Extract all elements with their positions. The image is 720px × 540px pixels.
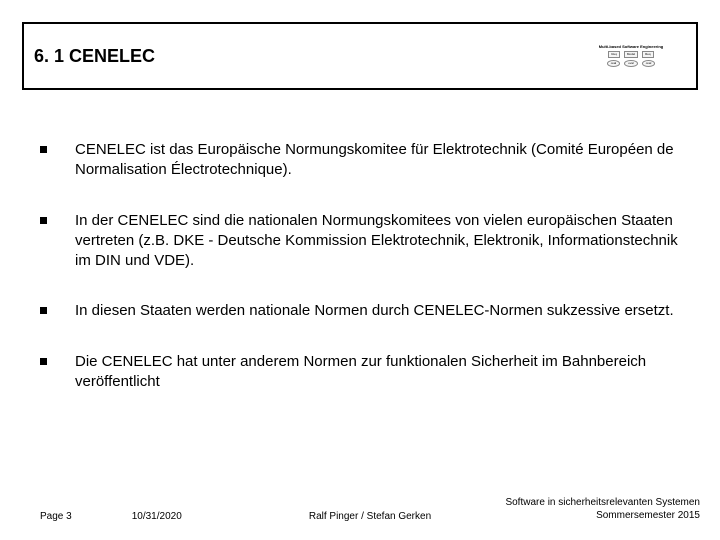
slide-content: CENELEC ist das Europäische Normungskomi… [40,140,680,422]
logo-box: Model [624,51,638,58]
bullet-list: CENELEC ist das Europäische Normungskomi… [40,140,680,392]
bullet-text: Die CENELEC hat unter anderem Normen zur… [75,352,680,393]
bullet-icon [40,146,47,153]
slide-header: 6. 1 CENELEC Multi-based Software Engine… [22,22,698,90]
logo-oval: oval [642,60,656,67]
bullet-icon [40,358,47,365]
footer-course-line2: Sommersemester 2015 [505,509,700,522]
footer-course-line1: Software in sicherheitsrelevanten System… [505,496,700,509]
footer-left: Page 3 10/31/2020 [40,511,182,522]
bullet-text: In diesen Staaten werden nationale Norme… [75,301,680,321]
footer-date: 10/31/2020 [132,511,182,522]
logo-box: Req [608,51,620,58]
bullet-icon [40,217,47,224]
logo-oval: oval [607,60,621,67]
page-number: Page 3 [40,511,72,522]
header-logo-diagram: Multi-based Software Engineering Req Mod… [576,28,686,84]
slide-title: 6. 1 CENELEC [34,46,155,67]
list-item: In der CENELEC sind die nationalen Normu… [40,211,680,272]
logo-title: Multi-based Software Engineering [599,45,663,49]
footer-authors: Ralf Pinger / Stefan Gerken [309,511,431,522]
logo-box: Req [642,51,654,58]
bullet-text: In der CENELEC sind die nationalen Normu… [75,211,680,272]
logo-oval: oval [624,60,638,67]
list-item: In diesen Staaten werden nationale Norme… [40,301,680,321]
bullet-text: CENELEC ist das Europäische Normungskomi… [75,140,680,181]
logo-diagram-body: Req Model Req oval oval oval [607,51,656,67]
slide-footer: Page 3 10/31/2020 Ralf Pinger / Stefan G… [40,496,700,522]
footer-course: Software in sicherheitsrelevanten System… [505,496,700,522]
bullet-icon [40,307,47,314]
list-item: Die CENELEC hat unter anderem Normen zur… [40,352,680,393]
list-item: CENELEC ist das Europäische Normungskomi… [40,140,680,181]
